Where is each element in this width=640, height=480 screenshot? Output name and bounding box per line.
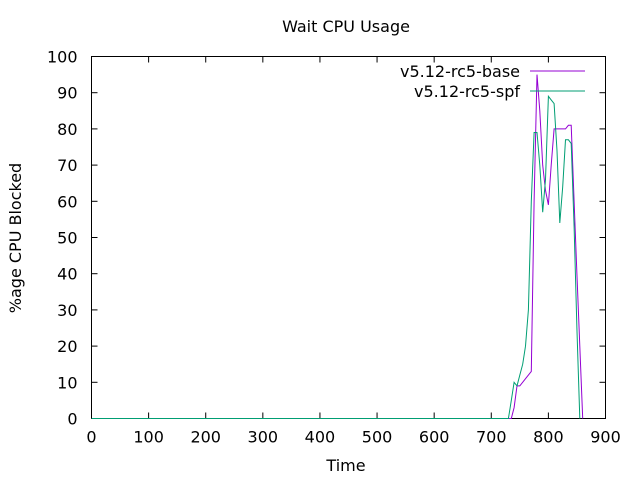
y-tick-label: 70 [57, 156, 77, 175]
y-tick-label: 60 [57, 192, 77, 211]
x-axis-label: Time [325, 456, 365, 475]
x-tick-label: 800 [533, 428, 564, 447]
x-tick-label: 900 [590, 428, 621, 447]
y-tick-label: 100 [47, 48, 78, 67]
legend-label: v5.12-rc5-base [400, 62, 520, 81]
x-tick-label: 700 [476, 428, 507, 447]
x-tick-label: 0 [86, 428, 96, 447]
x-tick-label: 500 [362, 428, 393, 447]
chart-title: Wait CPU Usage [282, 17, 410, 36]
x-tick-label: 200 [190, 428, 221, 447]
axis-ticks: 0 100 200 300 400 500 600 700 800 900 0 10 20 30 40 50 6… [47, 48, 621, 447]
plot-frame [91, 56, 606, 419]
series-line-v5.12-rc5-base [91, 74, 584, 419]
legend-label: v5.12-rc5-spf [414, 82, 520, 101]
y-tick-label: 20 [57, 337, 77, 356]
y-tick-label: 0 [67, 410, 77, 429]
y-tick-label: 90 [57, 84, 77, 103]
y-tick-label: 30 [57, 301, 77, 320]
y-axis-label: %age CPU Blocked [6, 163, 25, 313]
series-line-v5.12-rc5-spf [91, 94, 581, 419]
y-tick-label: 50 [57, 229, 77, 248]
y-tick-label: 80 [57, 120, 77, 139]
x-tick-label: 400 [305, 428, 336, 447]
x-tick-label: 100 [133, 428, 164, 447]
y-tick-label: 10 [57, 373, 77, 392]
series-lines [91, 74, 584, 419]
x-tick-label: 600 [419, 428, 450, 447]
y-tick-label: 40 [57, 265, 77, 284]
x-tick-label: 300 [248, 428, 279, 447]
